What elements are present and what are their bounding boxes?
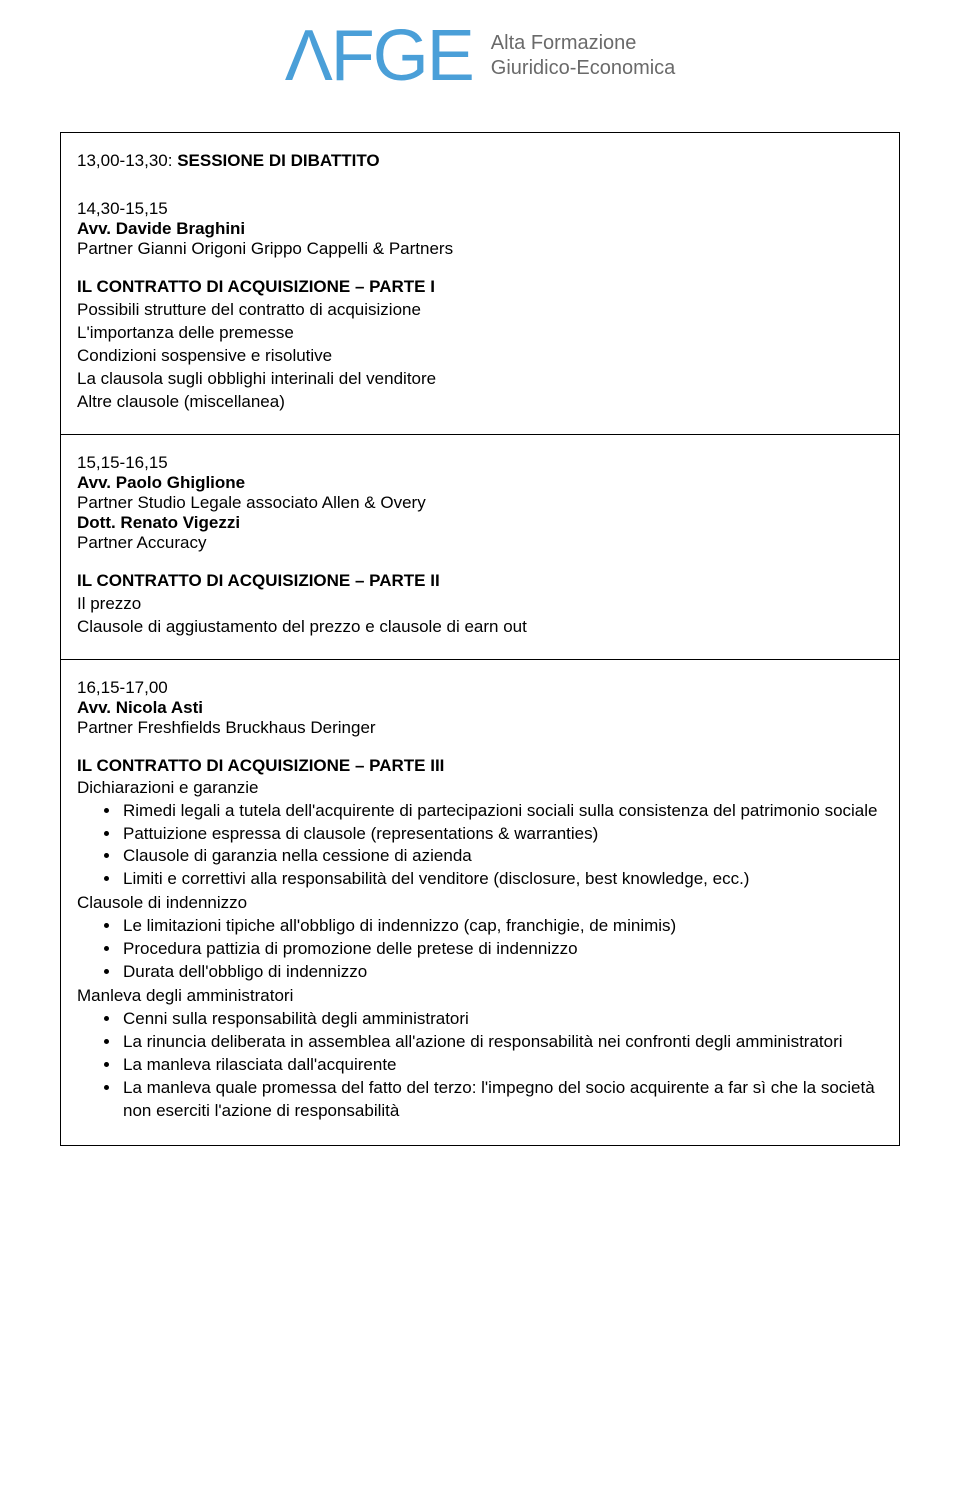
content: 13,00-13,30: SESSIONE DI DIBATTITO 14,30… [0, 132, 960, 1186]
p1-line-0: Possibili strutture del contratto di acq… [77, 299, 883, 322]
session-time-2: 14,30-15,15 [77, 199, 883, 219]
speaker-name-ghiglione: Avv. Paolo Ghiglione [77, 473, 883, 493]
sub-indennizzo: Clausole di indennizzo [77, 893, 883, 913]
speaker-role-braghini: Partner Gianni Origoni Grippo Cappelli &… [77, 239, 883, 259]
logo-sub-line2: Giuridico-Economica [491, 56, 676, 81]
p1-line-2: Condizioni sospensive e risolutive [77, 345, 883, 368]
page: ΛFGE Alta Formazione Giuridico-Economica… [0, 0, 960, 1186]
p1-line-1: L'importanza delle premesse [77, 322, 883, 345]
section-1-block2: 14,30-15,15 Avv. Davide Braghini Partner… [77, 199, 883, 414]
list-item: Limiti e correttivi alla responsabilità … [121, 868, 883, 891]
session-time-4: 16,15-17,00 [77, 678, 883, 698]
sub-dichiarazioni: Dichiarazioni e garanzie [77, 778, 883, 798]
p1-line-3: La clausola sugli obblighi interinali de… [77, 368, 883, 391]
topic-parte-3: IL CONTRATTO DI ACQUISIZIONE – PARTE III [77, 756, 883, 776]
list-item: Rimedi legali a tutela dell'acquirente d… [121, 800, 883, 823]
session-time-1: 13,00-13,30: [77, 151, 172, 170]
list-item: Durata dell'obbligo di indennizzo [121, 961, 883, 984]
logo-subtitle: Alta Formazione Giuridico-Economica [491, 31, 676, 81]
list-item: Procedura pattizia di promozione delle p… [121, 938, 883, 961]
speaker-role-vigezzi: Partner Accuracy [77, 533, 883, 553]
logo-sub-line1: Alta Formazione [491, 31, 676, 56]
speaker-name-vigezzi: Dott. Renato Vigezzi [77, 513, 883, 533]
sub-manleva: Manleva degli amministratori [77, 986, 883, 1006]
section-3: 16,15-17,00 Avv. Nicola Asti Partner Fre… [60, 660, 900, 1146]
speaker-role-ghiglione: Partner Studio Legale associato Allen & … [77, 493, 883, 513]
speaker-role-asti: Partner Freshfields Bruckhaus Deringer [77, 718, 883, 738]
header: ΛFGE Alta Formazione Giuridico-Economica [0, 0, 960, 132]
list-item: La manleva quale promessa del fatto del … [121, 1077, 883, 1123]
list-item: Pattuizione espressa di clausole (repres… [121, 823, 883, 846]
p2-line-1: Clausole di aggiustamento del prezzo e c… [77, 616, 883, 639]
bullets-indennizzo: Le limitazioni tipiche all'obbligo di in… [77, 915, 883, 984]
p2-line-0: Il prezzo [77, 593, 883, 616]
session-title-1: SESSIONE DI DIBATTITO [177, 151, 379, 170]
section-1-heading: 13,00-13,30: SESSIONE DI DIBATTITO [77, 151, 883, 171]
bullets-manleva: Cenni sulla responsabilità degli amminis… [77, 1008, 883, 1123]
topic-parte-2: IL CONTRATTO DI ACQUISIZIONE – PARTE II [77, 571, 883, 591]
session-time-3: 15,15-16,15 [77, 453, 883, 473]
logo-main: ΛFGE [285, 20, 473, 92]
p1-line-4: Altre clausole (miscellanea) [77, 391, 883, 414]
list-item: Le limitazioni tipiche all'obbligo di in… [121, 915, 883, 938]
topic-parte-1: IL CONTRATTO DI ACQUISIZIONE – PARTE I [77, 277, 883, 297]
list-item: Cenni sulla responsabilità degli amminis… [121, 1008, 883, 1031]
speaker-name-braghini: Avv. Davide Braghini [77, 219, 883, 239]
bullets-dichiarazioni: Rimedi legali a tutela dell'acquirente d… [77, 800, 883, 892]
list-item: Clausole di garanzia nella cessione di a… [121, 845, 883, 868]
section-2: 15,15-16,15 Avv. Paolo Ghiglione Partner… [60, 435, 900, 660]
section-1: 13,00-13,30: SESSIONE DI DIBATTITO 14,30… [60, 132, 900, 435]
list-item: La rinuncia deliberata in assemblea all'… [121, 1031, 883, 1054]
speaker-name-asti: Avv. Nicola Asti [77, 698, 883, 718]
list-item: La manleva rilasciata dall'acquirente [121, 1054, 883, 1077]
